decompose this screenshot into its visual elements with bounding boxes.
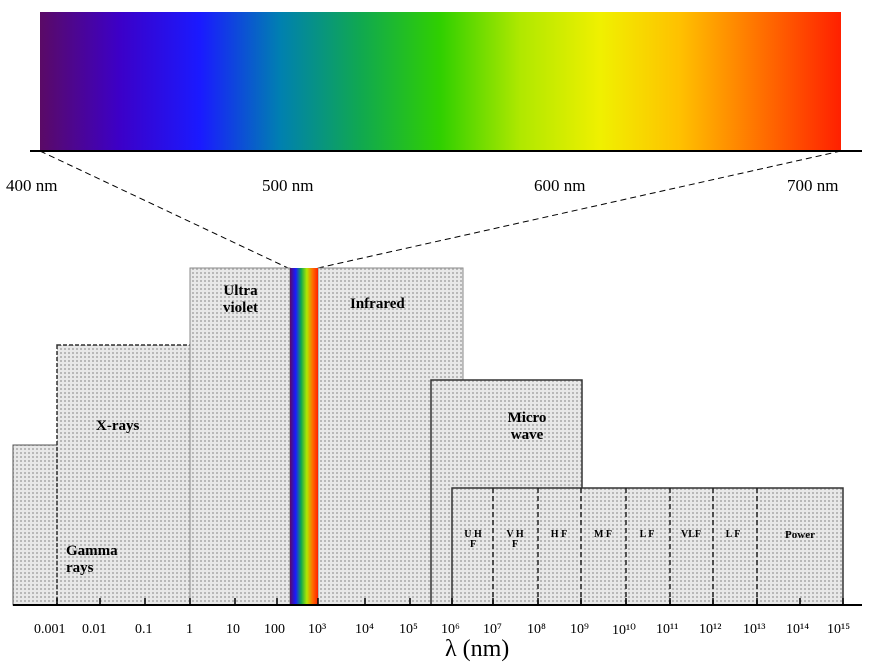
visible-band (290, 268, 318, 605)
tick-label: 10¹² (699, 622, 722, 637)
radio-band-dividers (492, 488, 758, 605)
zoom-line-right (317, 150, 842, 269)
infrared-label: Infrared (350, 296, 405, 312)
x-axis-ticks (56, 598, 844, 605)
tick-label: 10¹⁴ (786, 622, 810, 637)
ultraviolet-label: Ultra violet (223, 283, 258, 316)
tick-label: 10¹⁵ (827, 622, 851, 637)
band-label-vlf: VLF (681, 529, 701, 540)
tick-label: 10 (226, 622, 240, 637)
tick-label: 10⁷ (483, 622, 502, 637)
tick-label: 10¹⁰ (612, 623, 636, 638)
tick-label: 10⁹ (570, 622, 589, 637)
band-label-power: Power (785, 529, 815, 541)
band-label-lf: L F (639, 529, 655, 540)
tick-label: 1 (186, 622, 193, 637)
tick-label: 10⁸ (527, 622, 546, 637)
wavelength-label-700: 700 nm (787, 176, 839, 195)
tick-label: 10³ (308, 622, 327, 637)
zoom-line-left (39, 150, 289, 269)
band-label-vhf: V H F (506, 529, 524, 550)
tick-label: 0.1 (135, 622, 153, 637)
ultraviolet-region (189, 267, 291, 606)
visible-spectrum-bar (40, 12, 841, 150)
band-label-elf: L F (725, 529, 741, 540)
tick-label: 10⁵ (399, 622, 418, 637)
tick-label: 10¹¹ (656, 622, 679, 637)
wavelength-label-500: 500 nm (262, 176, 314, 195)
xray-label: X-rays (96, 418, 140, 434)
tick-label: 10⁶ (441, 622, 460, 637)
microwave-label: Micro wave (507, 410, 547, 443)
tick-label: 0.001 (34, 622, 66, 637)
wavelength-label-400: 400 nm (6, 176, 58, 195)
tick-label: 0.01 (82, 622, 107, 637)
x-axis-title: λ (nm) (445, 636, 510, 662)
band-label-uhf: U H F (464, 529, 482, 550)
gamma-label: Gamma rays (66, 543, 118, 576)
band-label-hf: H F (550, 529, 568, 540)
tick-label: 10¹³ (743, 622, 766, 637)
band-label-mf: M F (593, 529, 613, 540)
tick-label: 100 (264, 622, 285, 637)
wavelength-label-600: 600 nm (534, 176, 586, 195)
tick-label: 10⁴ (355, 622, 374, 637)
radio-region (451, 487, 844, 606)
